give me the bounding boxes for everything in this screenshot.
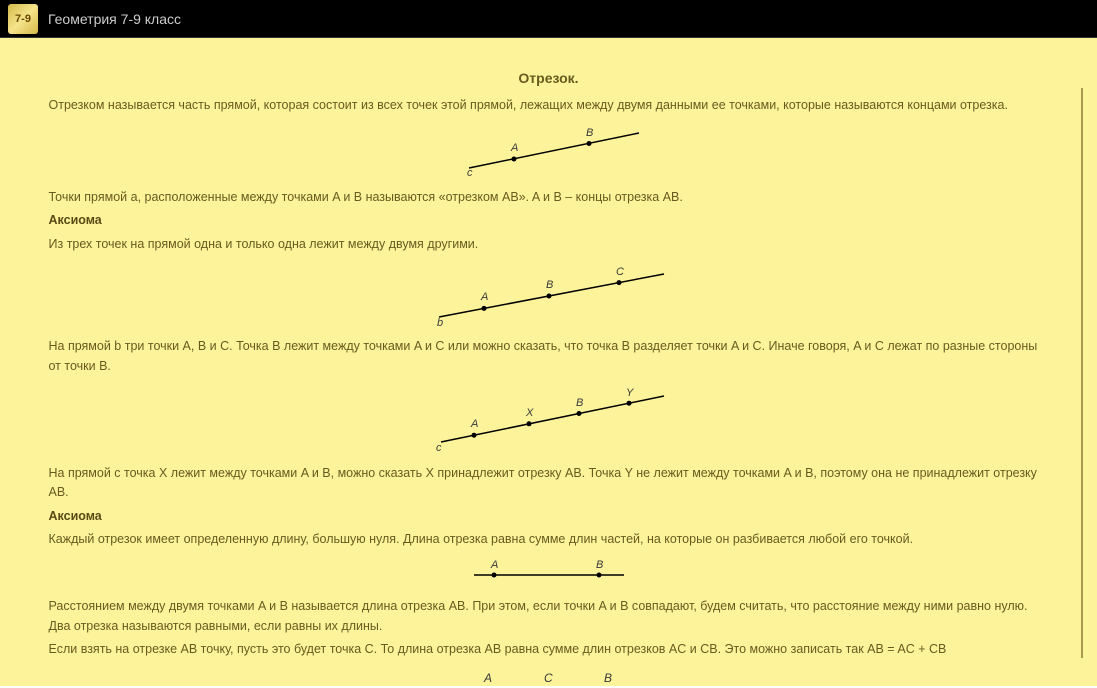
document: Отрезок. Отрезком называется часть прямо… bbox=[49, 68, 1049, 688]
svg-text:X: X bbox=[525, 407, 534, 419]
svg-text:B: B bbox=[586, 127, 593, 139]
svg-text:A: A bbox=[480, 291, 488, 303]
svg-text:B: B bbox=[576, 397, 583, 409]
axiom-heading-2: Аксиома bbox=[49, 507, 1049, 526]
axiom-heading-1: Аксиома bbox=[49, 211, 1049, 230]
page-title: Отрезок. bbox=[49, 68, 1049, 90]
app-header: 7-9 Геометрия 7-9 класс bbox=[0, 0, 1097, 38]
paragraph-6: Каждый отрезок имеет определенную длину,… bbox=[49, 530, 1049, 549]
scrollbar[interactable] bbox=[1081, 88, 1083, 658]
svg-text:B: B bbox=[546, 279, 553, 291]
diagram-2: b A B C bbox=[49, 262, 1049, 327]
svg-text:c: c bbox=[436, 442, 442, 454]
svg-text:A: A bbox=[510, 142, 518, 154]
content-area: Отрезок. Отрезком называется часть прямо… bbox=[0, 38, 1097, 686]
paragraph-7: Расстоянием между двумя точками A и B на… bbox=[49, 597, 1049, 636]
svg-text:Y: Y bbox=[626, 387, 634, 399]
app-icon: 7-9 bbox=[8, 4, 38, 34]
paragraph-5: На прямой c точка X лежит между точками … bbox=[49, 464, 1049, 503]
svg-text:c: c bbox=[467, 167, 473, 178]
diagram-5: ACB bbox=[49, 668, 1049, 688]
app-title: Геометрия 7-9 класс bbox=[48, 11, 181, 27]
svg-text:B: B bbox=[596, 559, 603, 571]
svg-text:C: C bbox=[616, 266, 624, 278]
paragraph-2: Точки прямой a, расположенные между точк… bbox=[49, 188, 1049, 207]
svg-text:B: B bbox=[604, 671, 612, 685]
diagram-1: c A B bbox=[49, 123, 1049, 178]
app-icon-label: 7-9 bbox=[15, 13, 31, 25]
paragraph-4: На прямой b три точки A, B и C. Точка B … bbox=[49, 337, 1049, 376]
svg-text:A: A bbox=[490, 559, 498, 571]
paragraph-1: Отрезком называется часть прямой, котора… bbox=[49, 96, 1049, 115]
svg-text:C: C bbox=[544, 671, 553, 685]
diagram-4: AB bbox=[49, 557, 1049, 587]
paragraph-8: Если взять на отрезке AB точку, пусть эт… bbox=[49, 640, 1049, 659]
svg-text:A: A bbox=[470, 418, 478, 430]
paragraph-3: Из трех точек на прямой одна и только од… bbox=[49, 235, 1049, 254]
diagram-3: c A X B Y bbox=[49, 384, 1049, 454]
svg-text:b: b bbox=[437, 317, 443, 327]
svg-text:A: A bbox=[483, 671, 492, 685]
